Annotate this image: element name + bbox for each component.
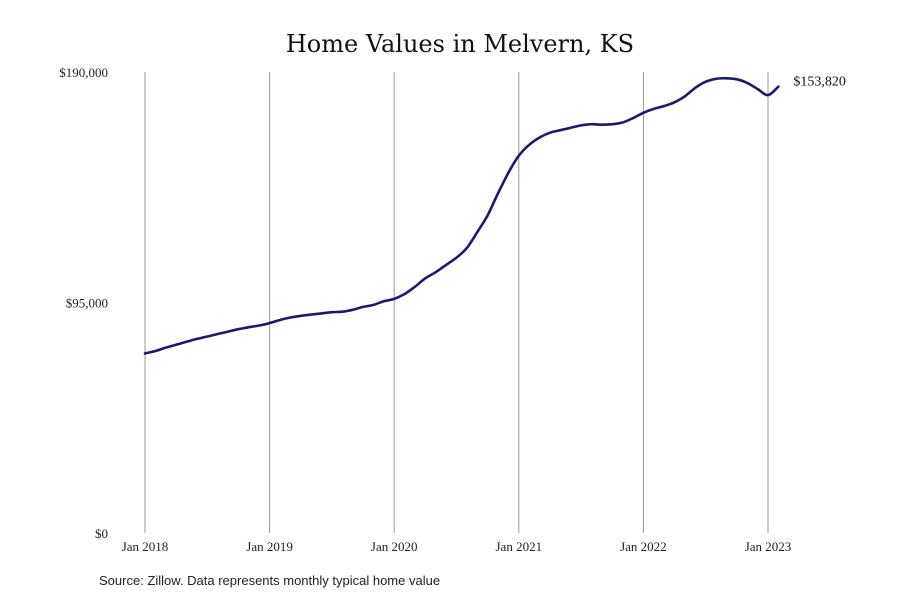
series-line-0 <box>143 76 780 355</box>
y-tick-label: $95,000 <box>66 296 108 311</box>
x-tick-label: Jan 2019 <box>246 539 293 554</box>
source-note: Source: Zillow. Data represents monthly … <box>99 573 440 588</box>
end-value-label: $153,820 <box>793 75 846 90</box>
y-tick-label: $0 <box>95 526 108 541</box>
x-tick-label: Jan 2023 <box>745 539 792 554</box>
series-layer <box>143 76 780 355</box>
chart-title: Home Values in Melvern, KS <box>286 30 634 58</box>
x-axis-tick-labels: Jan 2018 Jan 2019 Jan 2020 Jan 2021 Jan 2022… <box>122 539 792 554</box>
y-axis-tick-labels: $0 $95,000 $190,000 <box>59 65 108 541</box>
x-tick-label: Jan 2020 <box>371 539 418 554</box>
x-tick-label: Jan 2018 <box>122 539 169 554</box>
gridlines <box>144 72 769 533</box>
x-tick-label: Jan 2021 <box>496 539 543 554</box>
x-tick-label: Jan 2022 <box>620 539 667 554</box>
y-tick-label: $190,000 <box>59 65 108 80</box>
